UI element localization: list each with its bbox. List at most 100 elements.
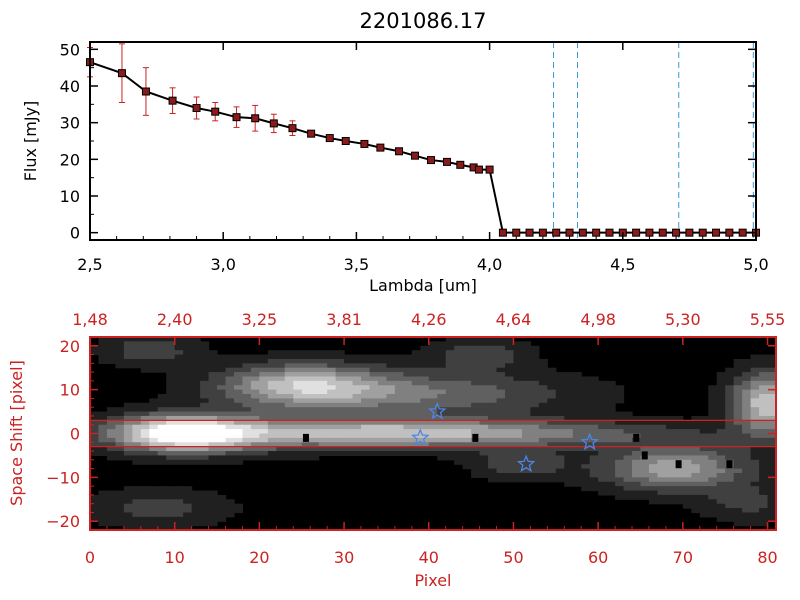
image-pixel <box>242 407 252 413</box>
image-pixel <box>488 472 498 478</box>
image-pixel <box>149 490 159 496</box>
image-pixel <box>530 468 540 474</box>
image-pixel <box>742 398 752 404</box>
image-pixel <box>132 437 142 443</box>
x-tick-label-8: 80 <box>757 548 777 567</box>
image-pixel <box>284 354 294 360</box>
image-pixel <box>394 411 404 417</box>
image-pixel <box>106 451 117 457</box>
image-pixel <box>335 358 345 364</box>
image-pixel <box>504 402 515 408</box>
image-pixel <box>327 433 337 439</box>
image-pixel <box>284 398 294 404</box>
image-pixel <box>759 486 769 492</box>
image-pixel <box>767 411 777 417</box>
image-pixel <box>149 508 159 514</box>
image-pixel <box>284 442 294 448</box>
image-pixel <box>513 468 523 474</box>
image-pixel <box>140 345 150 351</box>
image-pixel <box>166 385 176 391</box>
image-pixel <box>276 402 286 408</box>
image-pixel <box>471 442 481 448</box>
image-pixel <box>123 437 133 443</box>
image-pixel <box>276 376 286 382</box>
image-pixel <box>140 516 150 522</box>
image-pixel <box>140 429 150 435</box>
image-pixel <box>259 442 269 448</box>
image-pixel <box>699 459 709 465</box>
image-pixel <box>547 429 557 435</box>
image-pixel <box>513 446 523 452</box>
image-pixel <box>521 354 531 360</box>
image-pixel <box>564 429 574 435</box>
image-pixel <box>504 411 515 417</box>
image-pixel <box>149 398 159 404</box>
image-pixel <box>742 451 752 457</box>
image-pixel <box>98 442 108 448</box>
image-pixel <box>208 389 218 395</box>
image-pixel <box>699 446 709 452</box>
data-point-37 <box>685 228 694 237</box>
image-pixel <box>767 455 777 461</box>
image-pixel <box>123 516 133 522</box>
image-pixel <box>191 512 201 518</box>
image-pixel <box>454 415 464 421</box>
image-pixel <box>225 376 235 382</box>
image-pixel <box>742 389 752 395</box>
image-pixel <box>276 424 286 430</box>
image-pixel <box>428 442 438 448</box>
dead-pixel-1 <box>472 433 479 442</box>
image-pixel <box>488 442 498 448</box>
image-pixel <box>327 451 337 457</box>
image-pixel <box>428 389 438 395</box>
image-pixel <box>479 367 489 373</box>
image-pixel <box>361 415 371 421</box>
image-pixel <box>284 394 294 400</box>
image-pixel <box>581 459 591 465</box>
image-pixel <box>200 424 210 430</box>
image-pixel <box>716 494 726 500</box>
image-pixel <box>403 376 413 382</box>
image-pixel <box>733 512 743 518</box>
image-pixel <box>411 398 421 404</box>
image-pixel <box>369 398 379 404</box>
image-pixel <box>733 372 743 378</box>
image-pixel <box>699 451 709 457</box>
image-pixel <box>259 402 269 408</box>
image-pixel <box>479 451 489 457</box>
image-pixel <box>632 455 642 461</box>
image-pixel <box>301 380 311 386</box>
image-pixel <box>149 367 159 373</box>
image-pixel <box>411 411 421 417</box>
image-pixel <box>615 459 625 465</box>
image-pixel <box>200 459 210 465</box>
image-pixel <box>615 429 625 435</box>
image-pixel <box>564 424 574 430</box>
chart-title: 2201086.17 <box>360 9 487 33</box>
image-pixel <box>394 358 404 364</box>
image-pixel <box>555 472 565 478</box>
image-pixel <box>462 402 472 408</box>
image-pixel <box>293 411 303 417</box>
image-pixel <box>149 516 159 522</box>
image-pixel <box>217 437 227 443</box>
image-pixel <box>615 398 625 404</box>
image-pixel <box>471 385 481 391</box>
image-pixel <box>191 420 201 426</box>
image-pixel <box>191 411 201 417</box>
image-pixel <box>183 402 193 408</box>
image-pixel <box>157 394 167 400</box>
image-pixel <box>640 429 650 435</box>
image-pixel <box>157 512 167 518</box>
image-pixel <box>615 472 625 478</box>
image-pixel <box>454 363 464 369</box>
image-pixel <box>310 442 320 448</box>
image-pixel <box>716 376 726 382</box>
image-pixel <box>90 451 100 457</box>
image-pixel <box>174 433 184 439</box>
image-pixel <box>259 389 269 395</box>
image-pixel <box>90 345 100 351</box>
image-pixel <box>242 442 252 448</box>
image-pixel <box>530 398 540 404</box>
image-pixel <box>759 407 769 413</box>
